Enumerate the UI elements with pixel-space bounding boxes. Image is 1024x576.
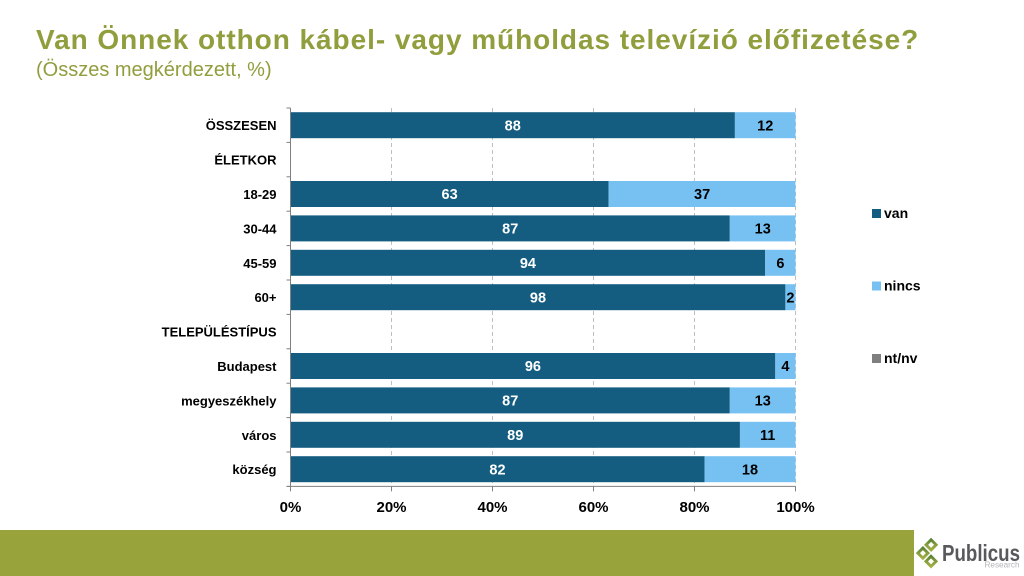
svg-text:30-44: 30-44 [243,221,277,236]
svg-text:82: 82 [489,462,505,478]
svg-text:Budapest: Budapest [217,359,277,374]
svg-text:megyeszékhely: megyeszékhely [181,393,277,408]
svg-text:45-59: 45-59 [243,256,276,271]
svg-text:60%: 60% [578,499,608,516]
svg-text:18: 18 [742,462,758,478]
svg-text:98: 98 [530,290,546,306]
svg-text:13: 13 [755,394,771,410]
svg-text:van: van [884,205,908,221]
svg-text:88: 88 [505,118,521,134]
svg-text:4: 4 [781,359,789,375]
svg-text:11: 11 [760,428,775,444]
svg-text:89: 89 [507,428,523,444]
svg-text:0%: 0% [280,499,302,516]
svg-text:18-29: 18-29 [243,187,276,202]
svg-text:6: 6 [776,256,784,272]
svg-text:Research: Research [985,561,1020,570]
svg-text:ÉLETKOR: ÉLETKOR [214,153,277,168]
svg-text:község: község [232,462,276,477]
svg-text:TELEPÜLÉSTÍPUS: TELEPÜLÉSTÍPUS [162,325,277,340]
svg-text:20%: 20% [376,499,406,516]
svg-text:város: város [242,428,277,443]
svg-text:13: 13 [755,222,771,238]
svg-text:nincs: nincs [884,278,921,294]
svg-text:63: 63 [442,187,458,203]
svg-text:2: 2 [786,290,794,306]
svg-text:Publicus: Publicus [942,540,1020,566]
svg-text:87: 87 [502,394,518,410]
svg-text:80%: 80% [679,499,709,516]
svg-text:ÖSSZESEN: ÖSSZESEN [206,118,277,133]
svg-text:40%: 40% [477,499,507,516]
svg-text:100%: 100% [776,499,814,516]
svg-text:37: 37 [694,187,710,203]
svg-text:nt/nv: nt/nv [884,350,918,366]
svg-text:87: 87 [502,222,518,238]
svg-text:96: 96 [525,359,541,375]
svg-text:12: 12 [757,118,773,134]
svg-text:94: 94 [520,256,536,272]
svg-text:60+: 60+ [254,290,276,305]
